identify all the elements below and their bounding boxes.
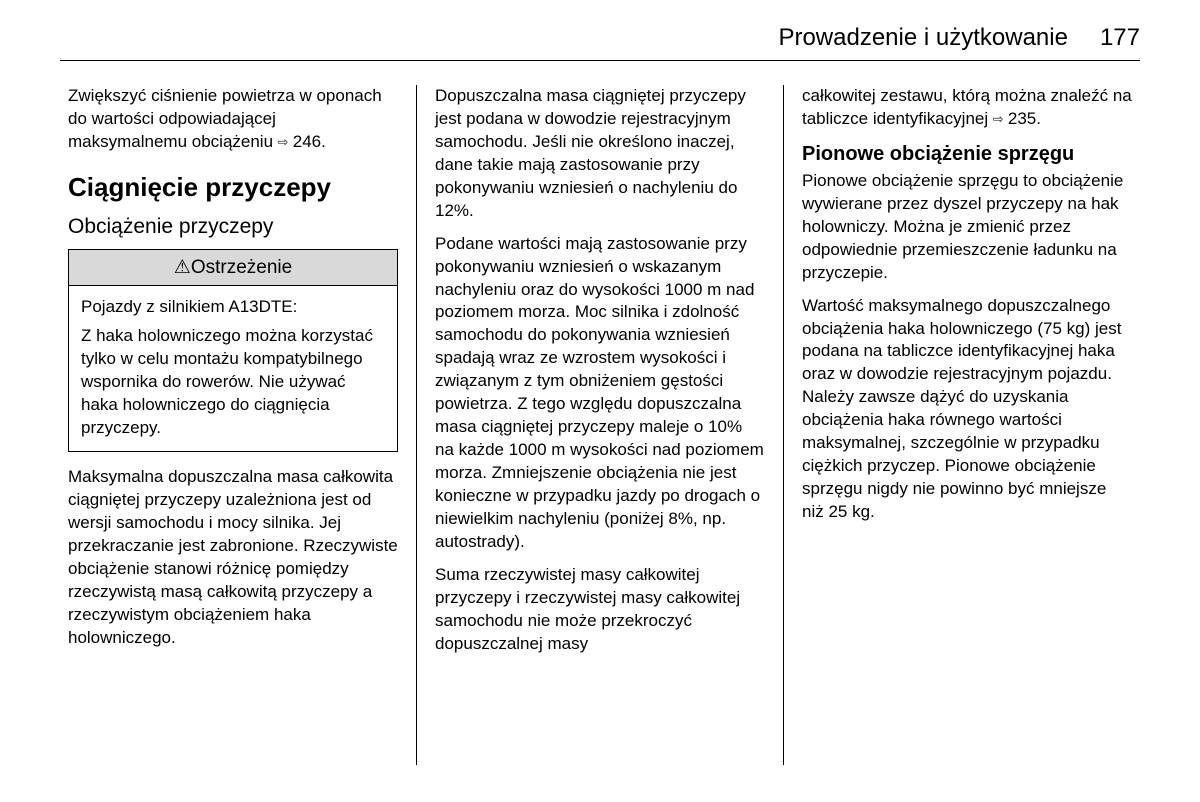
- reference-number: 246.: [293, 132, 326, 151]
- warning-triangle-icon: ⚠: [174, 257, 191, 278]
- heading-2: Obciążenie przyczepy: [68, 215, 398, 239]
- heading-1: Ciągnięcie przyczepy: [68, 172, 398, 203]
- paragraph: całkowitej zestawu, którą można znaleźć …: [802, 85, 1132, 131]
- paragraph: Dopuszczalna masa ciągniętej przyczepy j…: [435, 85, 765, 223]
- paragraph: Suma rzeczywistej masy całkowitej przycz…: [435, 564, 765, 656]
- reference-number: 235.: [1008, 109, 1041, 128]
- column-3: całkowitej zestawu, którą można znaleźć …: [783, 85, 1140, 765]
- paragraph: Zwiększyć ciśnienie powietrza w oponach …: [68, 85, 398, 154]
- warning-paragraph: Pojazdy z silnikiem A13DTE:: [81, 296, 385, 319]
- warning-title: Ostrzeżenie: [191, 257, 292, 278]
- reference-arrow-icon: ⇨: [993, 108, 1003, 131]
- section-title: Prowadzenie i użytkowanie: [778, 24, 1068, 52]
- paragraph: Wartość maksymalnego dopuszczalnego obci…: [802, 295, 1132, 524]
- reference-arrow-icon: ⇨: [278, 131, 288, 154]
- paragraph: Maksymalna dopuszczalna masa całkowita c…: [68, 466, 398, 650]
- paragraph: Pionowe obciążenie sprzęgu to obciążenie…: [802, 170, 1132, 285]
- warning-box: ⚠Ostrzeżenie Pojazdy z silnikiem A13DTE:…: [68, 249, 398, 453]
- column-2: Dopuszczalna masa ciągniętej przyczepy j…: [416, 85, 783, 765]
- text: Zwiększyć ciśnienie powietrza w oponach …: [68, 86, 382, 151]
- page-number: 177: [1100, 24, 1140, 52]
- paragraph: Podane wartości mają zastosowanie przy p…: [435, 233, 765, 554]
- heading-2-bold: Pionowe obciążenie sprzęgu: [802, 143, 1132, 166]
- page-header: Prowadzenie i użytkowanie 177: [60, 24, 1140, 61]
- column-1: Zwiększyć ciśnienie powietrza w oponach …: [60, 85, 416, 765]
- content-columns: Zwiększyć ciśnienie powietrza w oponach …: [60, 85, 1140, 765]
- warning-header: ⚠Ostrzeżenie: [69, 250, 397, 286]
- manual-page: Prowadzenie i użytkowanie 177 Zwiększyć …: [0, 0, 1200, 802]
- warning-body: Pojazdy z silnikiem A13DTE: Z haka holow…: [69, 286, 397, 452]
- warning-paragraph: Z haka holowniczego można korzystać tylk…: [81, 325, 385, 440]
- text: całkowitej zestawu, którą można znaleźć …: [802, 86, 1132, 128]
